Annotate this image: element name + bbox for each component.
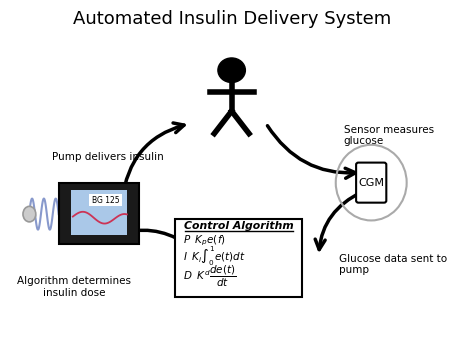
Text: $P \;\; K_p e(f)$: $P \;\; K_p e(f)$ <box>182 233 226 248</box>
FancyBboxPatch shape <box>59 183 139 244</box>
Text: Control Algorithm: Control Algorithm <box>183 221 293 231</box>
Text: $D \;\; K^d \dfrac{de(t)}{dt}$: $D \;\; K^d \dfrac{de(t)}{dt}$ <box>182 264 236 289</box>
Text: Sensor measures
glucose: Sensor measures glucose <box>344 125 434 146</box>
FancyBboxPatch shape <box>175 220 301 297</box>
Text: Automated Insulin Delivery System: Automated Insulin Delivery System <box>73 10 391 28</box>
Text: BG 125: BG 125 <box>91 196 119 205</box>
Text: Glucose data sent to
pump: Glucose data sent to pump <box>339 253 447 275</box>
Text: Pump delivers insulin: Pump delivers insulin <box>52 152 164 162</box>
Text: CGM: CGM <box>358 178 384 188</box>
Circle shape <box>218 58 246 83</box>
FancyBboxPatch shape <box>89 195 122 206</box>
Ellipse shape <box>23 207 36 222</box>
FancyBboxPatch shape <box>71 190 128 234</box>
FancyBboxPatch shape <box>356 163 386 203</box>
Text: $I \;\; K_i \int_0^1 e(t)dt$: $I \;\; K_i \int_0^1 e(t)dt$ <box>182 244 246 268</box>
Text: Algorithm determines
insulin dose: Algorithm determines insulin dose <box>17 276 131 298</box>
